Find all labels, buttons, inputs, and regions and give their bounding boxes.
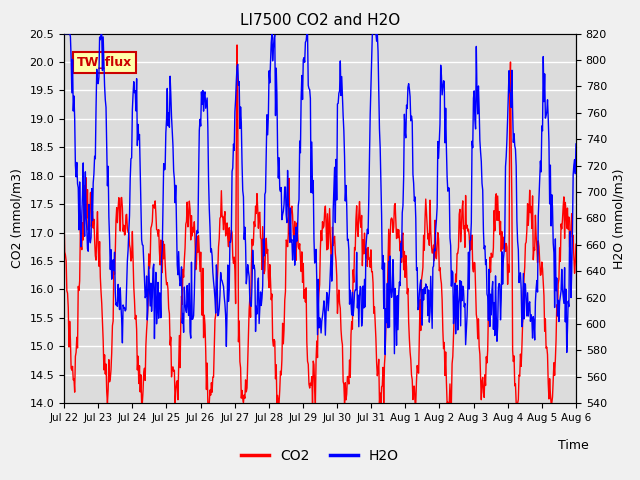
Y-axis label: H2O (mmol/m3): H2O (mmol/m3) [612, 168, 625, 269]
Text: TW_flux: TW_flux [77, 56, 132, 69]
Y-axis label: CO2 (mmol/m3): CO2 (mmol/m3) [11, 168, 24, 268]
Legend: CO2, H2O: CO2, H2O [236, 443, 404, 468]
Text: Time: Time [558, 439, 589, 452]
Title: LI7500 CO2 and H2O: LI7500 CO2 and H2O [240, 13, 400, 28]
